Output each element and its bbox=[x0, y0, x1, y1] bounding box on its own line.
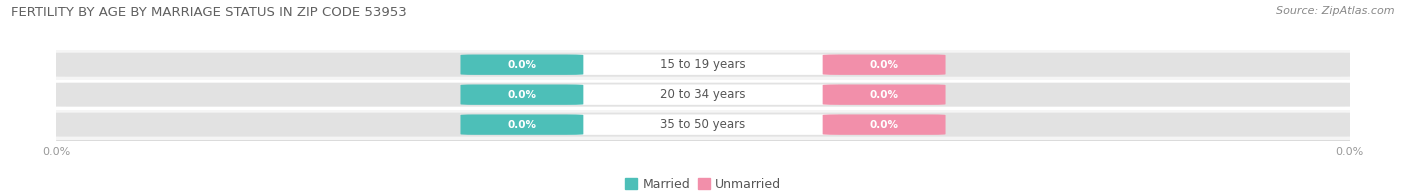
FancyBboxPatch shape bbox=[461, 54, 583, 75]
FancyBboxPatch shape bbox=[41, 83, 1367, 107]
FancyBboxPatch shape bbox=[823, 114, 945, 135]
Text: 0.0%: 0.0% bbox=[508, 120, 537, 130]
Text: 0.0%: 0.0% bbox=[508, 60, 537, 70]
Text: 0.0%: 0.0% bbox=[869, 60, 898, 70]
Text: Source: ZipAtlas.com: Source: ZipAtlas.com bbox=[1277, 6, 1395, 16]
Text: 0.0%: 0.0% bbox=[869, 90, 898, 100]
FancyBboxPatch shape bbox=[823, 84, 945, 105]
FancyBboxPatch shape bbox=[567, 54, 839, 75]
Text: 0.0%: 0.0% bbox=[869, 120, 898, 130]
Bar bbox=[56, 110, 1350, 140]
Text: 0.0%: 0.0% bbox=[508, 90, 537, 100]
Bar bbox=[56, 80, 1350, 110]
Text: FERTILITY BY AGE BY MARRIAGE STATUS IN ZIP CODE 53953: FERTILITY BY AGE BY MARRIAGE STATUS IN Z… bbox=[11, 6, 406, 19]
FancyBboxPatch shape bbox=[41, 53, 1367, 77]
Text: 20 to 34 years: 20 to 34 years bbox=[661, 88, 745, 101]
FancyBboxPatch shape bbox=[823, 54, 945, 75]
Bar bbox=[56, 50, 1350, 80]
Legend: Married, Unmarried: Married, Unmarried bbox=[620, 173, 786, 196]
FancyBboxPatch shape bbox=[461, 114, 583, 135]
FancyBboxPatch shape bbox=[41, 113, 1367, 137]
FancyBboxPatch shape bbox=[567, 84, 839, 105]
Text: 35 to 50 years: 35 to 50 years bbox=[661, 118, 745, 131]
FancyBboxPatch shape bbox=[567, 114, 839, 135]
FancyBboxPatch shape bbox=[461, 84, 583, 105]
Text: 15 to 19 years: 15 to 19 years bbox=[661, 58, 745, 71]
